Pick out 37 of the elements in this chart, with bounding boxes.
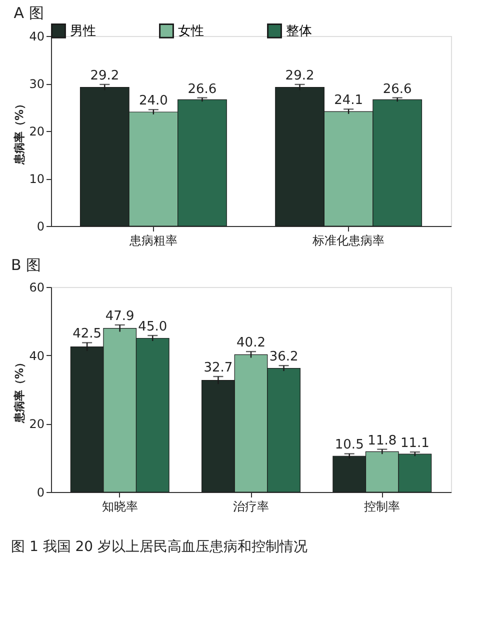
data-label: 11.8 bbox=[368, 433, 397, 448]
y-tick-label: 0 bbox=[36, 486, 44, 500]
data-label: 26.6 bbox=[382, 82, 412, 97]
x-tick-label: 标准化患病率 bbox=[312, 234, 385, 248]
legend-label: 整体 bbox=[286, 24, 312, 39]
chart-title: B 图 bbox=[11, 256, 42, 274]
x-tick-label: 控制率 bbox=[364, 500, 400, 514]
y-axis-title: 患病率（%） bbox=[13, 356, 26, 424]
legend-label: 女性 bbox=[178, 24, 204, 39]
data-label: 45.0 bbox=[138, 320, 168, 335]
x-tick-label: 知晓率 bbox=[102, 500, 138, 514]
data-label: 24.0 bbox=[138, 94, 168, 109]
chart-title: A 图 bbox=[14, 4, 44, 22]
y-axis-title: 患病率（%） bbox=[13, 98, 26, 166]
data-label: 29.2 bbox=[285, 68, 314, 84]
y-tick-label: 30 bbox=[29, 77, 44, 91]
data-label: 32.7 bbox=[204, 360, 233, 376]
x-tick-label: 患病粗率 bbox=[128, 234, 178, 248]
y-tick-label: 40 bbox=[29, 348, 44, 363]
data-label: 26.6 bbox=[188, 82, 217, 97]
y-tick-label: 60 bbox=[29, 280, 44, 294]
y-tick-label: 10 bbox=[29, 172, 44, 186]
x-tick-label: 治疗率 bbox=[233, 500, 269, 514]
y-tick-label: 0 bbox=[36, 220, 44, 234]
data-label: 36.2 bbox=[269, 350, 298, 365]
data-label: 24.1 bbox=[334, 93, 364, 108]
y-tick-label: 20 bbox=[29, 124, 44, 138]
data-label: 11.1 bbox=[400, 436, 430, 452]
data-label: 42.5 bbox=[72, 326, 102, 342]
data-label: 47.9 bbox=[105, 308, 134, 324]
data-label: 29.2 bbox=[90, 68, 120, 84]
y-tick-label: 40 bbox=[29, 30, 44, 44]
legend-label: 男性 bbox=[70, 24, 96, 39]
data-label: 40.2 bbox=[236, 336, 266, 351]
caption: 图 1 我国 20 岁以上居民高血压患病和控制情况 bbox=[11, 539, 308, 555]
data-label: 10.5 bbox=[334, 438, 364, 453]
y-tick-label: 20 bbox=[29, 417, 44, 432]
